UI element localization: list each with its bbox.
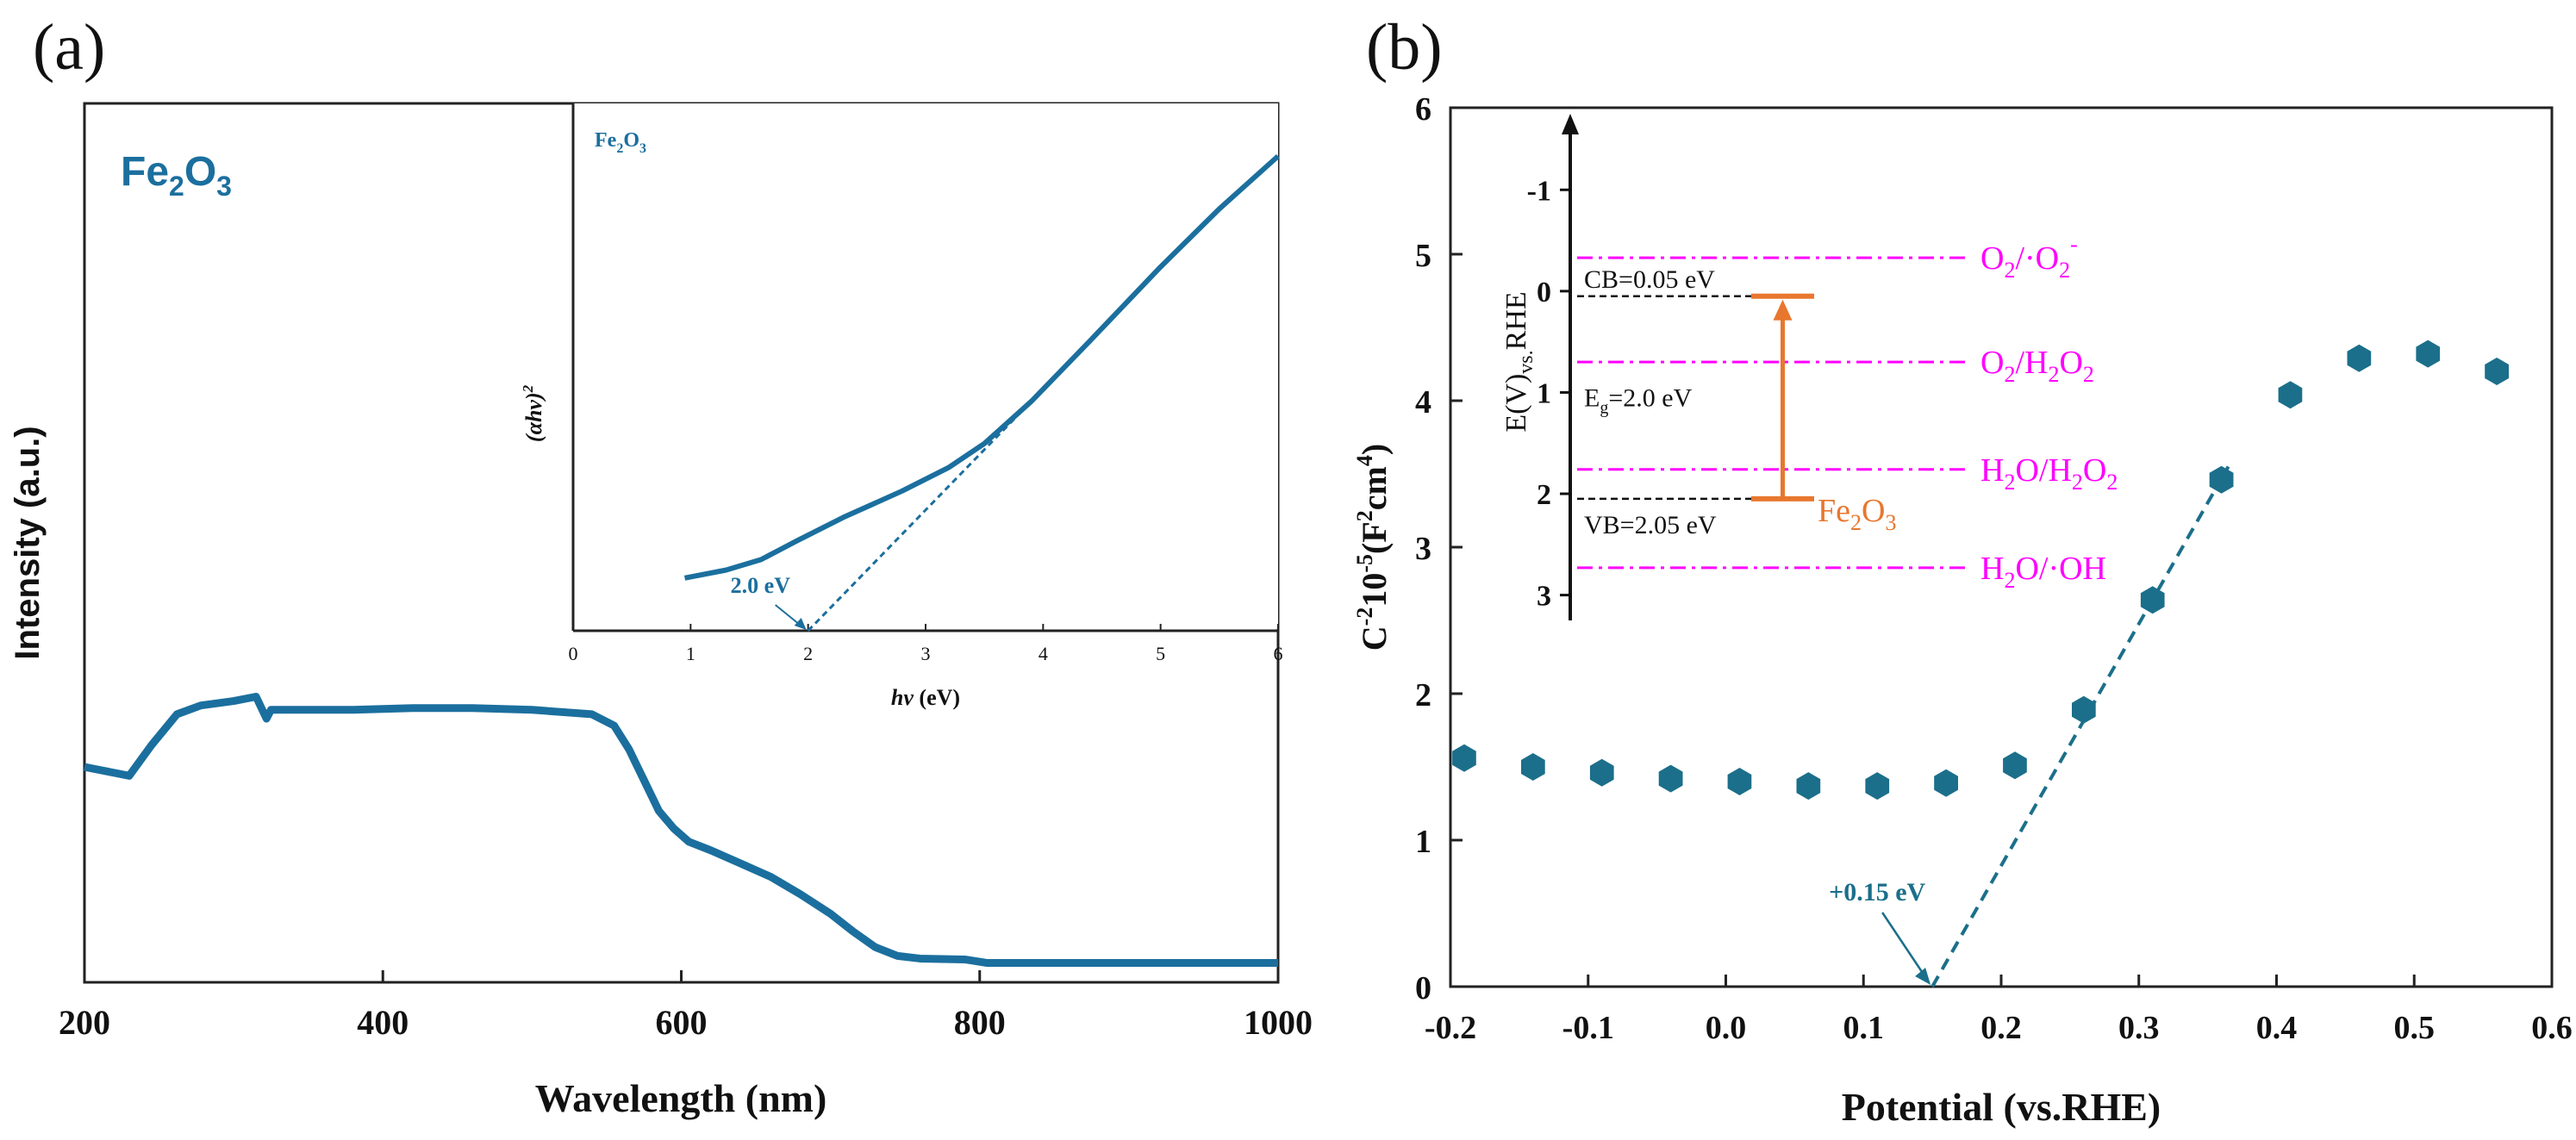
data-point	[2278, 381, 2303, 409]
data-point	[1521, 753, 1545, 781]
data-point	[2072, 695, 2096, 724]
inset-annotation: 2.0 eV	[731, 573, 791, 598]
x-tick-label: 400	[357, 1003, 409, 1042]
inset-x-tick-label: 2	[803, 643, 813, 664]
data-point	[2416, 340, 2441, 368]
y-tick-label: 1	[1415, 824, 1431, 860]
band-gap-arrowhead	[1773, 299, 1793, 321]
inset-x-axis-label: hv (eV)	[891, 685, 960, 710]
energy-axis-arrowhead	[1562, 114, 1579, 134]
data-point	[2209, 465, 2234, 494]
x-tick-label: 0.6	[2531, 1010, 2573, 1046]
panel-b-fit	[1930, 465, 2230, 987]
y-tick-label: 3	[1415, 531, 1431, 567]
data-point	[1727, 768, 1752, 795]
data-point	[2485, 358, 2509, 385]
band-redox-levels: O2/·O2- O2/H2O2 H2O/H2O2 H2O/·OH	[1577, 232, 2118, 593]
data-point	[1865, 772, 1890, 800]
panel-a-series	[84, 693, 1278, 968]
data-point	[1934, 769, 1958, 797]
data-point	[2140, 586, 2165, 614]
inset-annotation-arrowhead	[794, 618, 807, 630]
x-tick-label: -0.2	[1425, 1010, 1476, 1046]
y-tick-label: 6	[1415, 91, 1431, 128]
y-tick-label: 5	[1415, 238, 1431, 274]
energy-tick-label: 2	[1537, 479, 1551, 511]
inset-x-tick-label: 5	[1156, 643, 1165, 664]
x-tick-label: 0.0	[1706, 1010, 1747, 1046]
x-tick-label: 0.3	[2118, 1010, 2160, 1046]
x-tick-label: 200	[59, 1003, 110, 1042]
panel-b-plot-frame	[1449, 106, 2554, 988]
redox-level-label: O2/H2O2	[1980, 345, 2094, 387]
inset-x-tick-label: 4	[1039, 643, 1048, 664]
redox-level-label: O2/·O2-	[1980, 232, 2078, 283]
inset-x-tick-label: 0	[569, 643, 578, 664]
data-point	[1589, 758, 1614, 787]
x-tick-label: 0.2	[1980, 1010, 2022, 1046]
inset-series-line	[683, 153, 1281, 581]
inset-x-tick-label: 6	[1274, 643, 1283, 664]
eg-label: Eg=2.0 eV	[1584, 383, 1693, 417]
x-tick-label: 0.1	[1843, 1010, 1885, 1046]
panel-b-x-axis-label: Potential (vs.RHE)	[1842, 1085, 2161, 1129]
panel-b-x-ticks: -0.2 -0.1 0.0 0.1 0.2 0.3 0.4 0.5 0.6	[1425, 975, 2573, 1046]
inset-tangent-line	[807, 400, 1032, 632]
data-point	[2003, 751, 2027, 780]
inset-y-axis-label: (αhv)2	[520, 384, 546, 442]
x-tick-label: -0.1	[1562, 1010, 1614, 1046]
inset-legend: Fe2O3	[595, 129, 646, 156]
y-tick-label: 2	[1415, 677, 1431, 713]
panel-a-legend: Fe2O3	[121, 149, 232, 202]
annotation-pointer	[1881, 912, 1929, 981]
panel-b-annotation: +0.15 eV	[1829, 878, 1925, 906]
panel-b: -0.2 -0.1 0.0 0.1 0.2 0.3 0.4 0.5 0.6 0 1 2 3 4 5 6 +0…	[1352, 91, 2573, 1129]
x-tick-label: 600	[656, 1003, 708, 1042]
panel-a: 200 400 600 800 1000 Fe2O3 Wavelength (nm) I…	[9, 102, 1313, 1120]
x-tick-label: 800	[954, 1003, 1006, 1042]
x-tick-label: 0.4	[2256, 1010, 2298, 1046]
vb-label: VB=2.05 eV	[1584, 511, 1717, 539]
data-point	[1452, 744, 1476, 772]
x-tick-label: 1000	[1244, 1003, 1313, 1042]
band-inset: -1 0 1 2 3 E(V)vs.RHE O2/·O2- O2/H2O2 H2O/H2O2…	[1500, 114, 2118, 620]
inset-x-tick-label: 1	[686, 643, 695, 664]
panel-a-y-axis-label: Intensity (a.u.)	[9, 426, 47, 659]
linear-fit-line	[1930, 465, 2230, 987]
panel-b-label: (b)	[1366, 11, 1443, 84]
material-label: Fe2O3	[1818, 493, 1896, 535]
panel-a-x-axis-label: Wavelength (nm)	[535, 1076, 827, 1120]
band-axis-label: E(V)vs.RHE	[1500, 291, 1537, 432]
band-axis: -1 0 1 2 3	[1527, 114, 1579, 620]
panel-b-series	[1452, 340, 2509, 985]
band-structure	[1577, 293, 1814, 501]
panel-a-x-ticks: 200 400 600 800 1000	[59, 970, 1313, 1042]
inset-series	[683, 153, 1281, 632]
panel-a-inset: 0 1 2 3 4 5 6 Fe2O3 hv (eV) (αhv)2 2.0 eV	[520, 103, 1283, 710]
energy-tick-label: 3	[1537, 581, 1551, 613]
inset-x-tick-label: 3	[921, 643, 931, 664]
panel-b-y-ticks: 0 1 2 3 4 5 6	[1415, 91, 1463, 1006]
y-tick-label: 4	[1415, 384, 1431, 420]
x-tick-label: 0.5	[2394, 1010, 2436, 1046]
inset-frame-bg	[573, 103, 1278, 629]
energy-tick-label: -1	[1527, 175, 1551, 207]
data-point	[1796, 772, 1821, 800]
annotation-arrowhead	[1915, 968, 1931, 985]
data-point	[2347, 344, 2372, 372]
y-tick-label: 0	[1415, 970, 1431, 1006]
cb-label: CB=0.05 eV	[1584, 265, 1715, 294]
energy-tick-label: 0	[1537, 277, 1551, 308]
redox-level-label: H2O/·OH	[1980, 551, 2106, 593]
series-line-fe2o3	[84, 693, 1278, 968]
panel-b-y-axis-label: C-210-5(F2cm4)	[1352, 444, 1394, 651]
redox-level-label: H2O/H2O2	[1980, 452, 2118, 495]
energy-tick-label: 1	[1537, 377, 1551, 409]
data-point	[1658, 764, 1683, 793]
panel-a-label: (a)	[33, 11, 105, 84]
